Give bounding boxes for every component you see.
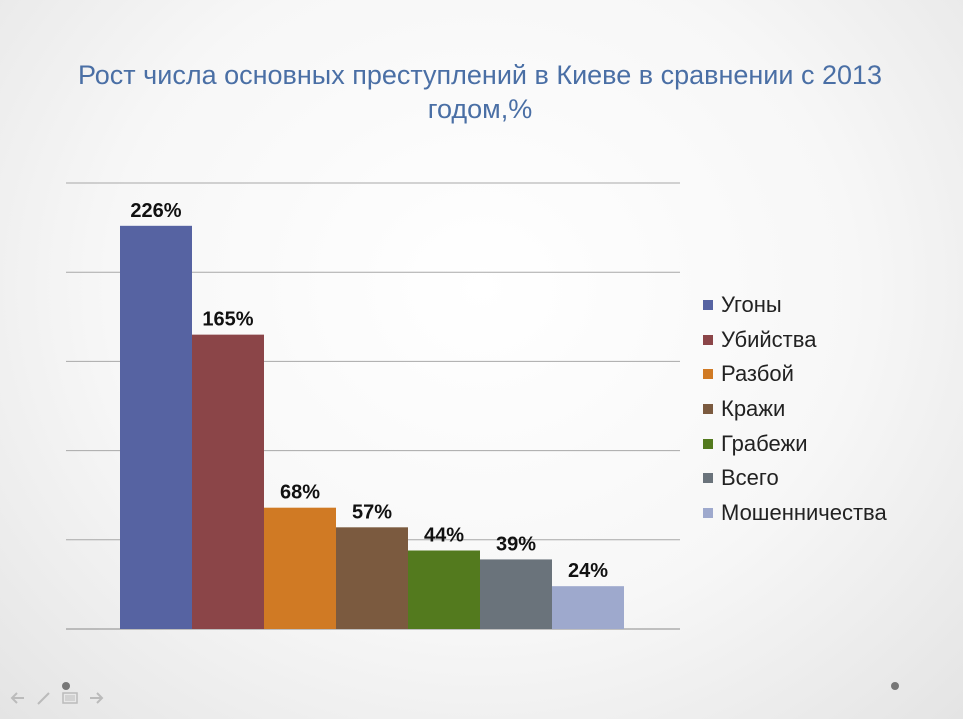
data-label-5: 44% xyxy=(424,525,464,547)
data-label-4: 57% xyxy=(352,501,392,523)
legend-swatch xyxy=(703,334,713,345)
legend-swatch xyxy=(703,473,713,484)
legend-swatch xyxy=(703,369,713,380)
slide-nav-toolbar xyxy=(8,688,106,708)
next-arrow-icon[interactable] xyxy=(86,688,106,708)
legend-item-7: Мошенничества xyxy=(703,496,943,531)
data-label-1: 226% xyxy=(130,200,181,222)
bar-4 xyxy=(336,527,408,629)
corner-dot-left xyxy=(62,682,70,690)
chart-title: Рост числа основных преступлений в Киеве… xyxy=(77,60,883,124)
legend-item-1: Угоны xyxy=(703,288,943,323)
bar-5 xyxy=(408,550,480,629)
bar-3 xyxy=(264,507,336,629)
bar-1 xyxy=(120,225,192,630)
data-label-3: 68% xyxy=(280,482,320,504)
bars xyxy=(120,225,624,630)
data-label-2: 165% xyxy=(202,309,253,331)
legend-label: Убийства xyxy=(721,326,817,352)
legend-item-6: Всего xyxy=(703,461,943,496)
data-label-6: 39% xyxy=(496,533,536,555)
legend-label: Грабежи xyxy=(721,430,808,456)
bar-7 xyxy=(552,586,624,629)
legend-item-4: Кражи xyxy=(703,392,943,427)
legend-swatch xyxy=(703,438,713,449)
bar-6 xyxy=(480,559,552,629)
legend-label: Мошенничества xyxy=(721,499,887,525)
legend-swatch xyxy=(703,300,713,311)
corner-dot-right xyxy=(891,682,899,690)
legend-label: Разбой xyxy=(721,361,794,387)
legend-item-5: Грабежи xyxy=(703,426,943,461)
legend-label: Угоны xyxy=(721,292,782,318)
bar-2 xyxy=(192,334,264,629)
data-label-7: 24% xyxy=(568,560,608,582)
pen-icon[interactable] xyxy=(34,688,54,708)
previous-arrow-icon[interactable] xyxy=(8,688,28,708)
legend-item-3: Разбой xyxy=(703,357,943,392)
legend-label: Всего xyxy=(721,465,779,491)
legend-swatch xyxy=(703,404,713,415)
chart-legend: Угоны Убийства Разбой Кражи Грабежи Всего Моше… xyxy=(703,288,943,530)
legend-item-2: Убийства xyxy=(703,323,943,358)
legend-label: Кражи xyxy=(721,396,786,422)
menu-icon[interactable] xyxy=(60,688,80,708)
data-labels: 226% 165% 68% 57% 44% 39% 24% xyxy=(130,200,608,582)
legend-swatch xyxy=(703,507,713,518)
